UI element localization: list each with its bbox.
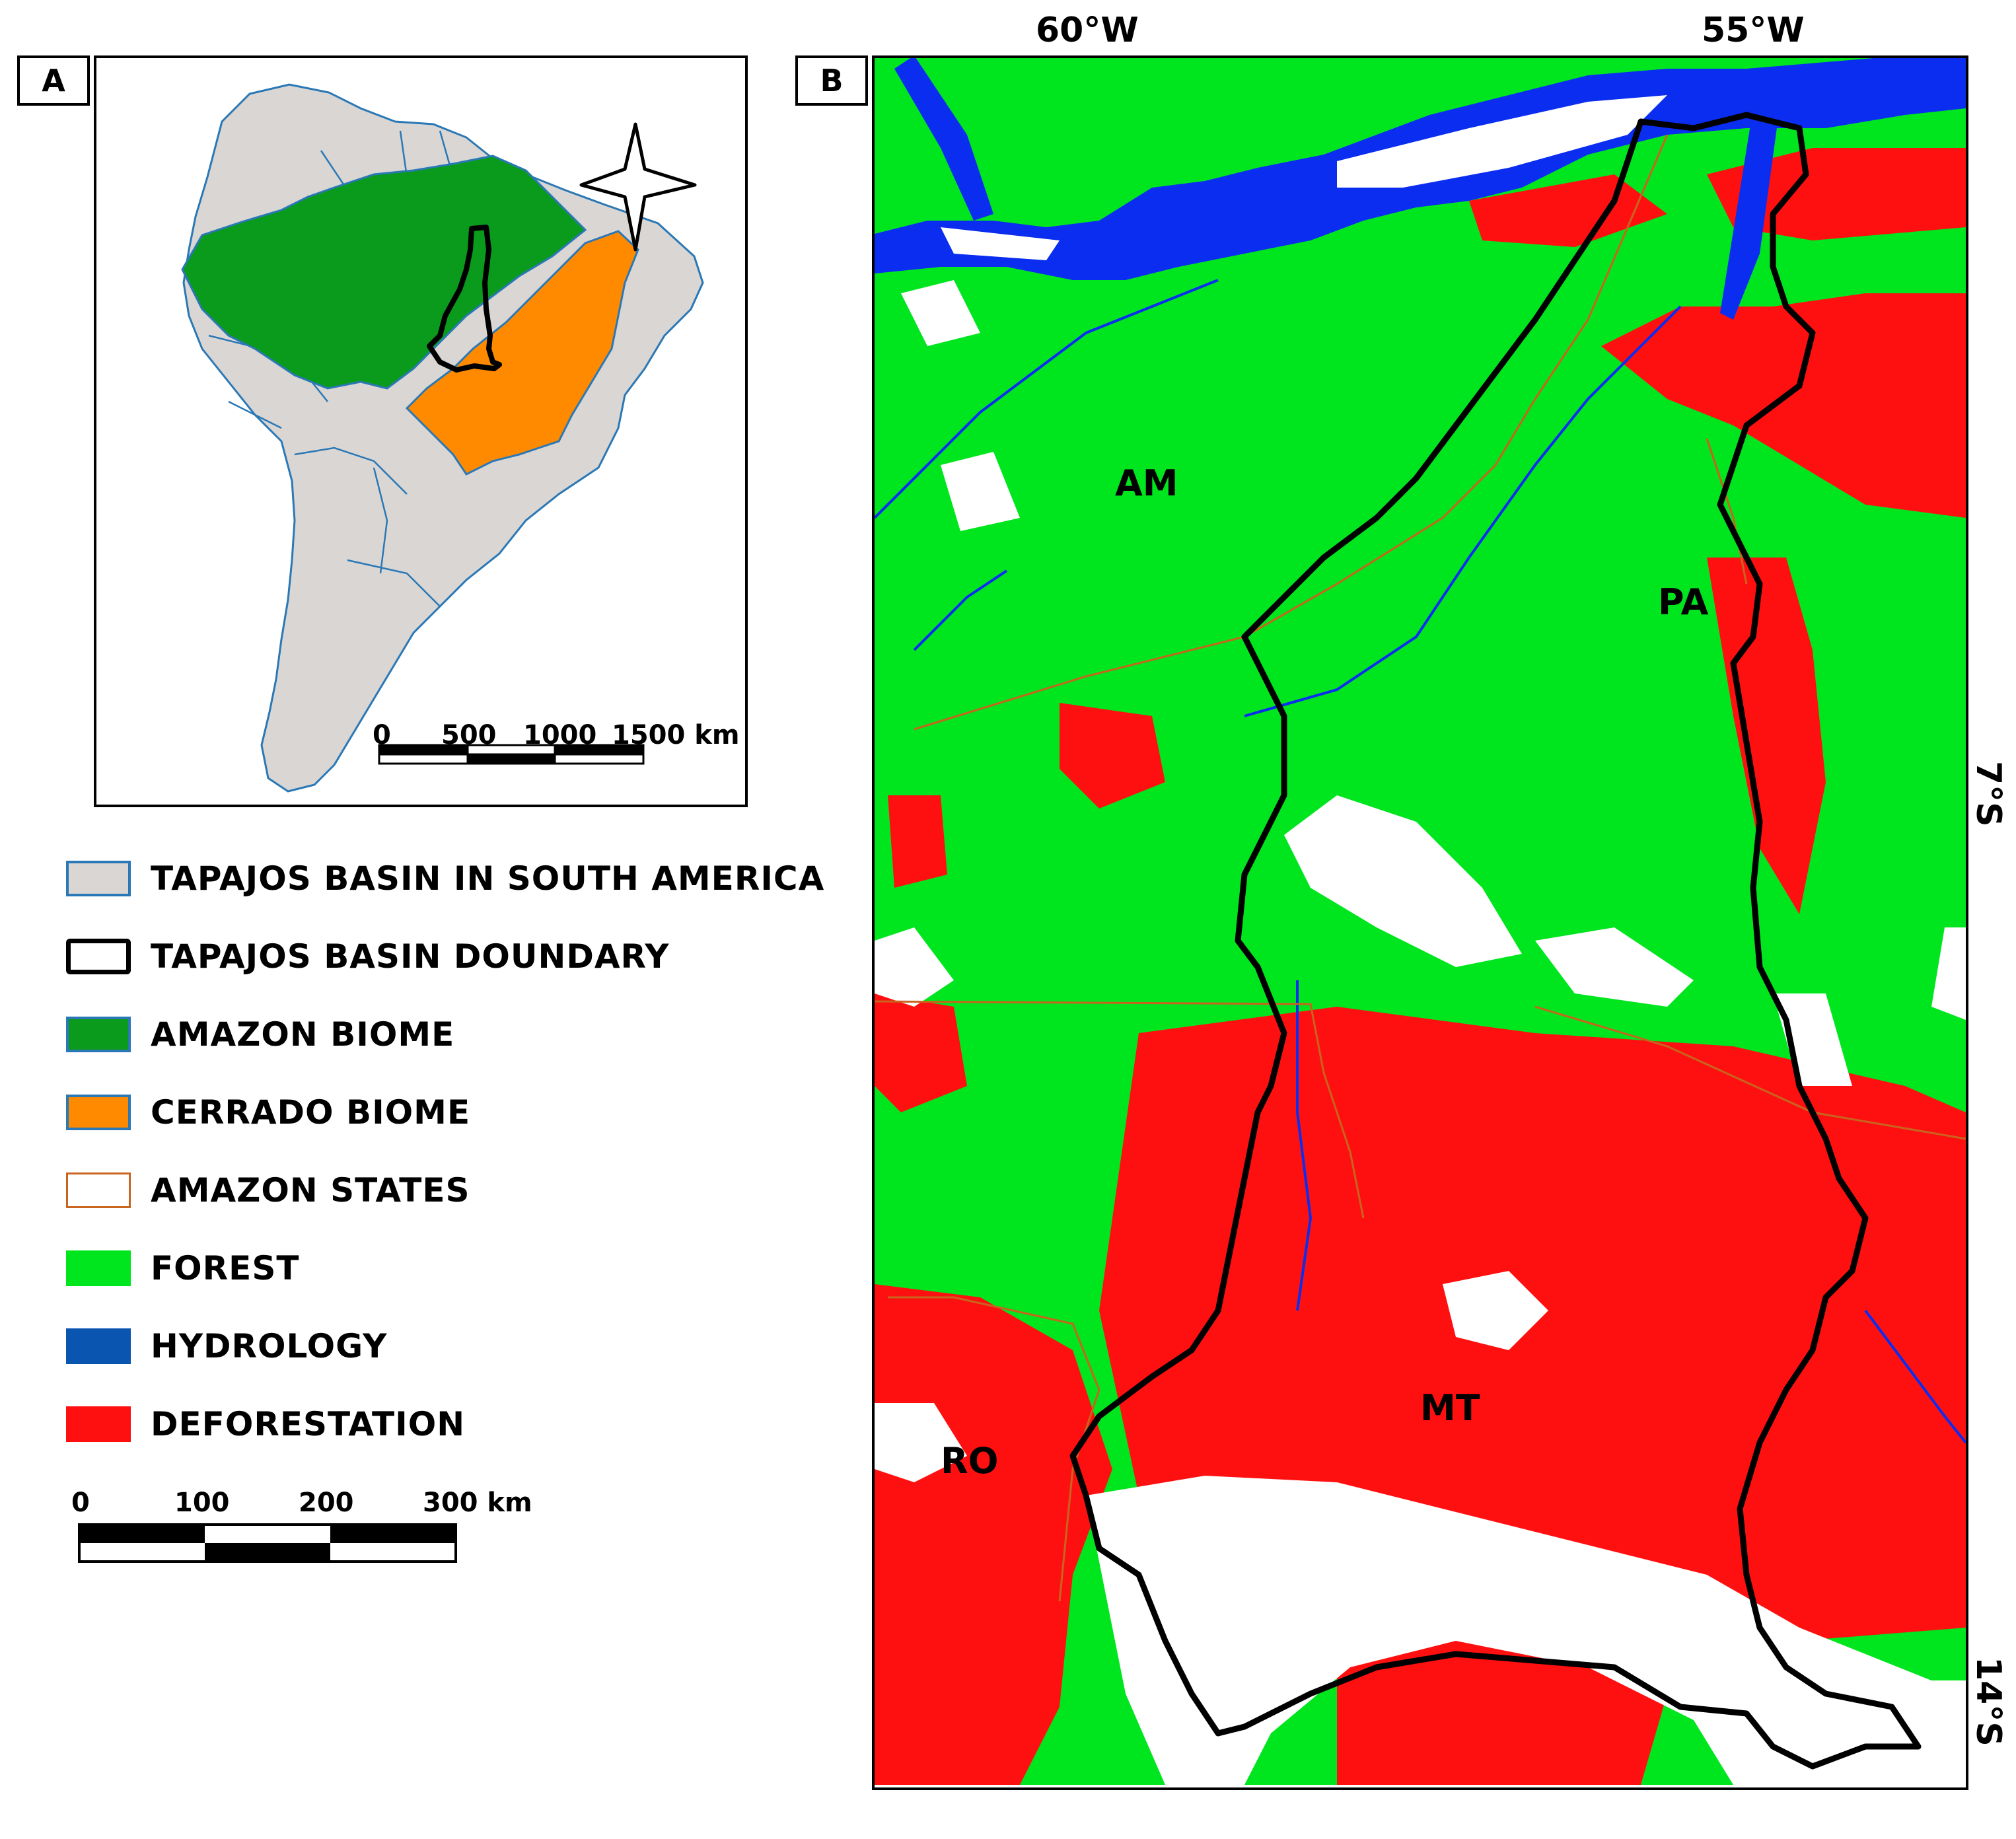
tapajos-basin-boundary: [1069, 112, 1922, 1770]
legend-item-amazon-biome: AMAZON BIOME: [66, 1015, 454, 1054]
river-islands: [941, 95, 1667, 260]
scale-a-tick-1: 500: [441, 720, 497, 750]
tapajos-basin-outline: [427, 225, 502, 373]
scale-b-tick-0: 0: [71, 1488, 90, 1518]
scale-bar-b: [78, 1523, 457, 1563]
legend-swatch: [66, 1406, 131, 1442]
legend-item-basin-south-america: TAPAJOS BASIN IN SOUTH AMERICA: [66, 859, 824, 898]
legend-swatch: [66, 939, 131, 974]
compass-icon: [579, 122, 697, 252]
legend-label: CERRADO BIOME: [151, 1093, 471, 1132]
legend-item-forest: FOREST: [66, 1248, 299, 1288]
cerrado-biome: [405, 230, 639, 476]
latitude-label-7s: 7°S: [1968, 761, 2008, 827]
non-forest-areas: [875, 280, 1966, 1785]
legend-swatch: [66, 1250, 131, 1286]
state-label-ro: RO: [941, 1440, 999, 1482]
tapajos-land-cover-map: [875, 55, 1966, 1785]
tributaries: [875, 279, 1966, 1444]
legend-item-amazon-states: AMAZON STATES: [66, 1171, 470, 1210]
scale-a-tick-0: 0: [373, 720, 391, 750]
longitude-label-55w: 55°W: [1702, 11, 1805, 50]
state-label-am: AM: [1115, 462, 1178, 504]
state-boundaries: [875, 134, 1966, 1602]
legend-swatch: [66, 1172, 131, 1208]
scale-b-tick-2: 200: [299, 1488, 354, 1518]
latitude-label-14s: 14°S: [1968, 1657, 2008, 1747]
legend-swatch: [66, 861, 131, 896]
legend-item-cerrado-biome: CERRADO BIOME: [66, 1093, 470, 1132]
panel-a-label: A: [17, 55, 90, 106]
scale-bar-a: [378, 744, 645, 765]
legend-label: DEFORESTATION: [151, 1405, 466, 1443]
legend-label: AMAZON BIOME: [151, 1015, 455, 1054]
panel-b-label: B: [795, 55, 868, 106]
legend-item-basin-boundary: TAPAJOS BASIN DOUNDARY: [66, 937, 670, 976]
scale-a-tick-2: 1000: [523, 720, 597, 750]
legend-swatch: [66, 1095, 131, 1130]
legend-swatch: [66, 1328, 131, 1364]
south-america-map: [181, 83, 704, 793]
legend-label: AMAZON STATES: [151, 1171, 470, 1209]
legend-label: TAPAJOS BASIN DOUNDARY: [151, 937, 670, 976]
legend-item-deforestation: DEFORESTATION: [66, 1404, 465, 1444]
legend-label: TAPAJOS BASIN IN SOUTH AMERICA: [151, 859, 825, 898]
state-label-pa: PA: [1658, 581, 1709, 623]
scale-b-tick-1: 100: [174, 1488, 230, 1518]
amazon-biome: [181, 155, 587, 390]
scale-b-tick-3: 300 km: [423, 1488, 532, 1518]
legend-swatch: [66, 1017, 131, 1052]
scale-a-tick-3: 1500 km: [612, 720, 740, 750]
state-label-mt: MT: [1420, 1387, 1480, 1429]
panel-b-frame: [872, 55, 1968, 1790]
legend-label: FOREST: [151, 1249, 300, 1287]
legend-item-hydrology: HYDROLOGY: [66, 1326, 387, 1366]
legend-label: HYDROLOGY: [151, 1327, 388, 1365]
longitude-label-60w: 60°W: [1036, 11, 1139, 50]
